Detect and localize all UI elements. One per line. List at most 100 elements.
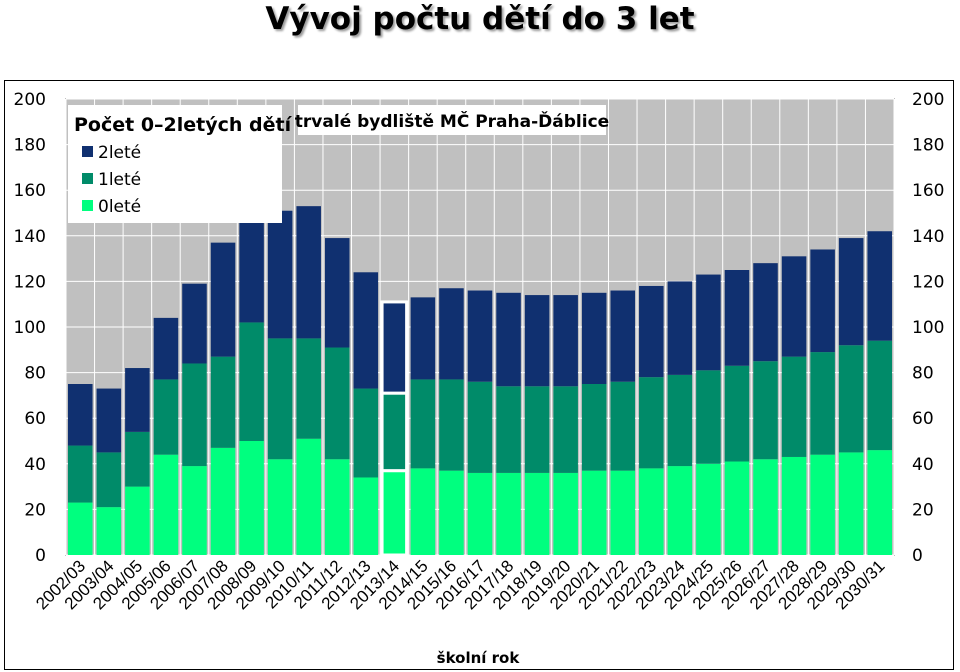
bar-segment-0let-2002-03 bbox=[67, 502, 93, 555]
bar-segment-2let-2011-12 bbox=[324, 238, 350, 348]
y-tick-label-left: 100 bbox=[14, 318, 46, 338]
bar-segment-0let-2011-12 bbox=[324, 459, 350, 555]
bar-segment-2let-2007-08 bbox=[210, 242, 236, 357]
bar-segment-2let-2013-14 bbox=[380, 300, 409, 395]
bar-segment-1let-2010-11 bbox=[296, 338, 321, 439]
bar-segment-0let-2012-13 bbox=[353, 477, 379, 555]
chart-subtitle: trvalé bydliště MČ Praha-Ďáblice bbox=[295, 110, 609, 132]
legend-box bbox=[68, 105, 282, 223]
bar-segment-2let-2015-16 bbox=[439, 288, 464, 380]
subtitle-box bbox=[298, 105, 606, 135]
bar-segment-1let-2026-27 bbox=[753, 361, 778, 460]
bar-segment-0let-2021-22 bbox=[610, 470, 636, 555]
bar-segment-1let-2019-20 bbox=[553, 386, 578, 473]
bar-segment-1let-2004-05 bbox=[125, 431, 150, 487]
bar-segment-2let-2024-25 bbox=[696, 274, 721, 371]
bar-segment-1let-2023-24 bbox=[667, 374, 693, 467]
bar-segment-1let-2018-19 bbox=[524, 386, 550, 473]
bar-segment-2let-2023-24 bbox=[667, 281, 693, 375]
bar-segment-0let-2015-16 bbox=[439, 470, 464, 555]
bar-segment-0let-2028-29 bbox=[810, 454, 835, 555]
y-tick-label-right: 160 bbox=[912, 181, 944, 201]
bar-segment-1let-2024-25 bbox=[696, 370, 721, 464]
y-tick-label-left: 0 bbox=[35, 546, 46, 566]
bar-segment-1let-2017-18 bbox=[496, 386, 521, 473]
bar-segment-1let-2006-07 bbox=[182, 363, 207, 467]
y-tick-label-left: 160 bbox=[14, 181, 46, 201]
bar-segment-0let-2017-18 bbox=[496, 472, 521, 555]
y-tick-label-left: 200 bbox=[14, 90, 46, 110]
bar-segment-2let-2029-30 bbox=[838, 238, 864, 346]
bar-segment-1let-2009-10 bbox=[267, 338, 293, 460]
bar-segment-1let-2030-31 bbox=[867, 340, 893, 451]
bar-segment-2let-2014-15 bbox=[410, 297, 436, 380]
bar-segment-1let-2002-03 bbox=[67, 445, 93, 503]
page-title: Vývoj počtu dětí do 3 let bbox=[265, 1, 695, 37]
bar-segment-1let-2013-14 bbox=[380, 391, 409, 473]
bar-segment-2let-2005-06 bbox=[153, 317, 179, 380]
y-tick-label-right: 120 bbox=[912, 272, 944, 292]
bar-segment-0let-2023-24 bbox=[667, 466, 693, 555]
bar-segment-2let-2021-22 bbox=[610, 290, 636, 382]
y-tick-label-left: 140 bbox=[14, 227, 46, 247]
y-tick-label-right: 180 bbox=[912, 136, 944, 156]
y-tick-label-left: 120 bbox=[14, 272, 46, 292]
y-tick-label-right: 40 bbox=[912, 455, 934, 475]
legend-swatch-2lete bbox=[82, 146, 93, 157]
bar-segment-0let-2010-11 bbox=[296, 438, 321, 555]
bar-segment-1let-2015-16 bbox=[439, 379, 464, 471]
bar-segment-2let-2002-03 bbox=[67, 384, 93, 446]
bar-segment-1let-2021-22 bbox=[610, 381, 636, 471]
bar-segment-1let-2022-23 bbox=[639, 377, 664, 469]
bar-segment-1let-2003-04 bbox=[96, 452, 122, 508]
bar-segment-0let-2030-31 bbox=[867, 450, 893, 555]
bar-segment-0let-2005-06 bbox=[153, 454, 179, 555]
bar-segment-1let-2029-30 bbox=[838, 345, 864, 453]
legend-title: Počet 0–2letých dětí bbox=[74, 114, 293, 136]
bar-segment-2let-2010-11 bbox=[296, 206, 321, 339]
bar-segment-0let-2009-10 bbox=[267, 459, 293, 555]
bar-segment-0let-2027-28 bbox=[781, 456, 807, 555]
bar-segment-0let-2018-19 bbox=[524, 472, 550, 555]
y-tick-label-left: 80 bbox=[24, 364, 46, 384]
legend-label-2lete: 2leté bbox=[98, 143, 141, 163]
bar-segment-1let-2028-29 bbox=[810, 352, 835, 455]
bar-segment-1let-2012-13 bbox=[353, 388, 379, 478]
bar-segment-1let-2011-12 bbox=[324, 347, 350, 460]
bar-segment-0let-2025-26 bbox=[724, 461, 750, 555]
y-tick-label-left: 180 bbox=[14, 136, 46, 156]
y-tick-label-left: 40 bbox=[24, 455, 46, 475]
bar-segment-1let-2027-28 bbox=[781, 356, 807, 457]
bar-segment-1let-2008-09 bbox=[239, 322, 264, 441]
bar-segment-0let-2016-17 bbox=[467, 472, 493, 555]
y-tick-label-right: 20 bbox=[912, 500, 934, 520]
bar-segment-2let-2026-27 bbox=[753, 263, 778, 362]
bar-segment-0let-2019-20 bbox=[553, 472, 578, 555]
bar-segment-2let-2025-26 bbox=[724, 270, 750, 366]
bar-segment-2let-2012-13 bbox=[353, 272, 379, 389]
legend-label-1lete: 1leté bbox=[98, 170, 141, 190]
y-tick-label-right: 0 bbox=[912, 546, 923, 566]
y-tick-label-right: 100 bbox=[912, 318, 944, 338]
bar-segment-2let-2003-04 bbox=[96, 388, 122, 453]
y-tick-label-right: 140 bbox=[912, 227, 944, 247]
bar-segment-2let-2028-29 bbox=[810, 249, 835, 353]
bar-segment-1let-2025-26 bbox=[724, 365, 750, 462]
bar-segment-2let-2006-07 bbox=[182, 283, 207, 364]
bar-segment-0let-2013-14 bbox=[380, 469, 409, 557]
bar-segment-0let-2014-15 bbox=[410, 468, 436, 555]
bar-segment-1let-2005-06 bbox=[153, 379, 179, 455]
bar-segment-0let-2029-30 bbox=[838, 452, 864, 555]
legend-swatch-0lete bbox=[82, 200, 93, 211]
bar-segment-2let-2020-21 bbox=[581, 292, 607, 384]
bar-segment-0let-2003-04 bbox=[96, 507, 122, 555]
y-tick-label-left: 20 bbox=[24, 500, 46, 520]
bar-segment-2let-2016-17 bbox=[467, 290, 493, 382]
bar-segment-0let-2024-25 bbox=[696, 463, 721, 555]
bar-segment-1let-2007-08 bbox=[210, 356, 236, 448]
bar-segment-2let-2008-09 bbox=[239, 222, 264, 323]
bar-segment-2let-2019-20 bbox=[553, 295, 578, 387]
bar-segment-0let-2020-21 bbox=[581, 470, 607, 555]
bar-segment-1let-2016-17 bbox=[467, 381, 493, 473]
